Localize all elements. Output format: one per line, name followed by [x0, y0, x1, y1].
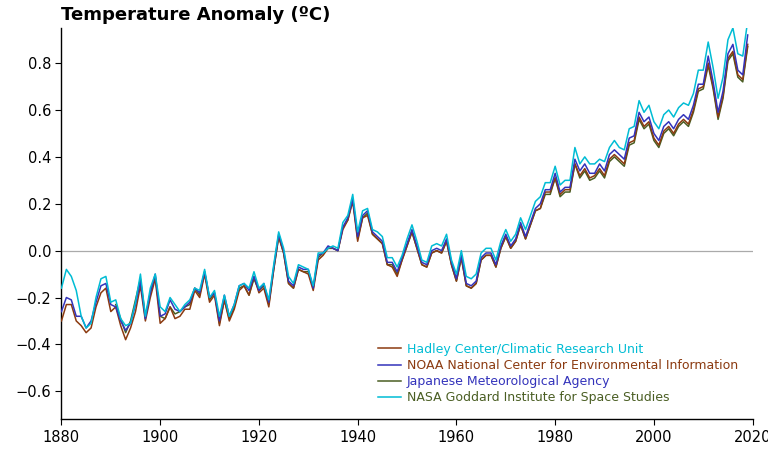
Hadley Center/Climatic Research Unit — [738, 77, 747, 82]
NASA Goddard Institute for Space Studies — [402, 236, 412, 242]
NOAA National Center for Environmental Information — [121, 328, 131, 333]
NOAA National Center for Environmental Information — [57, 309, 66, 315]
Line: Hadley Center/Climatic Research Unit: Hadley Center/Climatic Research Unit — [61, 44, 748, 340]
Hadley Center/Climatic Research Unit — [185, 307, 194, 312]
NASA Goddard Institute for Space Studies — [87, 321, 96, 326]
NOAA National Center for Environmental Information — [738, 72, 747, 78]
Japanese Meteorological Agency — [492, 264, 501, 270]
Japanese Meteorological Agency — [614, 159, 624, 164]
Japanese Meteorological Agency — [669, 133, 678, 138]
Hadley Center/Climatic Research Unit — [743, 41, 753, 47]
Hadley Center/Climatic Research Unit — [57, 318, 66, 324]
Japanese Meteorological Agency — [447, 262, 456, 267]
Japanese Meteorological Agency — [146, 290, 155, 295]
Japanese Meteorological Agency — [743, 44, 753, 49]
Japanese Meteorological Agency — [121, 330, 131, 336]
NOAA National Center for Environmental Information — [743, 32, 753, 38]
NASA Goddard Institute for Space Studies — [81, 325, 91, 331]
NASA Goddard Institute for Space Studies — [743, 18, 753, 24]
NASA Goddard Institute for Space Studies — [131, 300, 140, 305]
Line: NOAA National Center for Environmental Information: NOAA National Center for Environmental I… — [61, 35, 748, 330]
Legend: Hadley Center/Climatic Research Unit, NOAA National Center for Environmental Inf: Hadley Center/Climatic Research Unit, NO… — [373, 338, 743, 409]
Japanese Meteorological Agency — [111, 302, 121, 308]
NASA Goddard Institute for Space Studies — [101, 274, 111, 279]
Hadley Center/Climatic Research Unit — [121, 337, 131, 343]
Hadley Center/Climatic Research Unit — [81, 330, 91, 336]
NASA Goddard Institute for Space Studies — [738, 53, 747, 59]
Hadley Center/Climatic Research Unit — [402, 243, 412, 249]
Text: Temperature Anomaly (ºC): Temperature Anomaly (ºC) — [61, 6, 331, 24]
Line: Japanese Meteorological Agency: Japanese Meteorological Agency — [116, 47, 748, 333]
Line: NASA Goddard Institute for Space Studies: NASA Goddard Institute for Space Studies — [61, 21, 748, 328]
Hadley Center/Climatic Research Unit — [96, 290, 105, 295]
NASA Goddard Institute for Space Studies — [185, 297, 194, 302]
NOAA National Center for Environmental Information — [185, 300, 194, 305]
NOAA National Center for Environmental Information — [402, 241, 412, 247]
Japanese Meteorological Agency — [289, 285, 298, 291]
NOAA National Center for Environmental Information — [81, 325, 91, 331]
Hadley Center/Climatic Research Unit — [131, 309, 140, 315]
NOAA National Center for Environmental Information — [131, 302, 140, 308]
NASA Goddard Institute for Space Studies — [57, 285, 66, 291]
NOAA National Center for Environmental Information — [96, 283, 105, 288]
